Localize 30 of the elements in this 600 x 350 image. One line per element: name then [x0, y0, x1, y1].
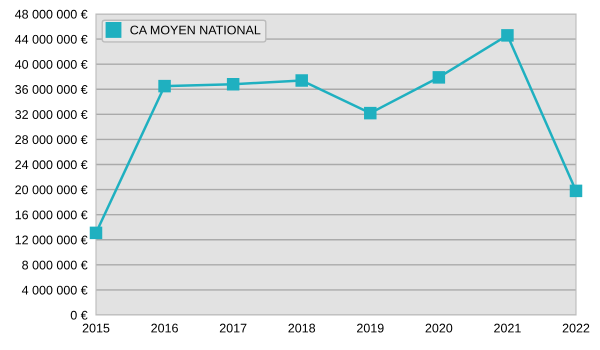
- point: [158, 80, 171, 92]
- point: [295, 74, 308, 87]
- y-tick-label: 48 000 000 €: [14, 10, 88, 19]
- x-tick-label: 2022: [562, 324, 590, 333]
- y-tick-label: 16 000 000 €: [16, 210, 88, 220]
- x-tick-label: 2021: [494, 324, 521, 333]
- x-tick-label: 2020: [426, 324, 452, 333]
- point: [90, 226, 102, 240]
- x-tick-label: 2016: [151, 324, 178, 333]
- point: [501, 29, 514, 42]
- x-tick-label: 2017: [220, 324, 246, 333]
- legend-label: CA MOYEN NATIONAL: [130, 26, 260, 34]
- y-tick-label: 4 000 000 €: [22, 286, 88, 295]
- x-tick-label: 2018: [288, 324, 316, 333]
- point: [570, 184, 582, 198]
- y-tick-label: 40 000 000 €: [14, 60, 88, 69]
- point: [364, 106, 377, 120]
- y-tick-label: 24 000 000 €: [15, 160, 88, 170]
- point: [226, 78, 240, 90]
- y-tick-label: 8 000 000 €: [22, 260, 88, 270]
- y-tick-label: 32 000 000 €: [15, 110, 88, 119]
- x-tick-label: 2015: [82, 324, 110, 333]
- x-tick-label: 2019: [357, 324, 384, 333]
- y-tick-label: 36 000 000 €: [15, 85, 88, 94]
- y-tick-label: 12 000 000 €: [16, 236, 88, 244]
- y-tick-label: 20 000 000 €: [15, 185, 88, 194]
- y-tick-label: 28 000 000 €: [15, 135, 88, 144]
- y-tick-label: 0 €: [70, 310, 88, 320]
- y-tick-label: 44 000 000 €: [14, 34, 88, 44]
- point: [432, 71, 446, 84]
